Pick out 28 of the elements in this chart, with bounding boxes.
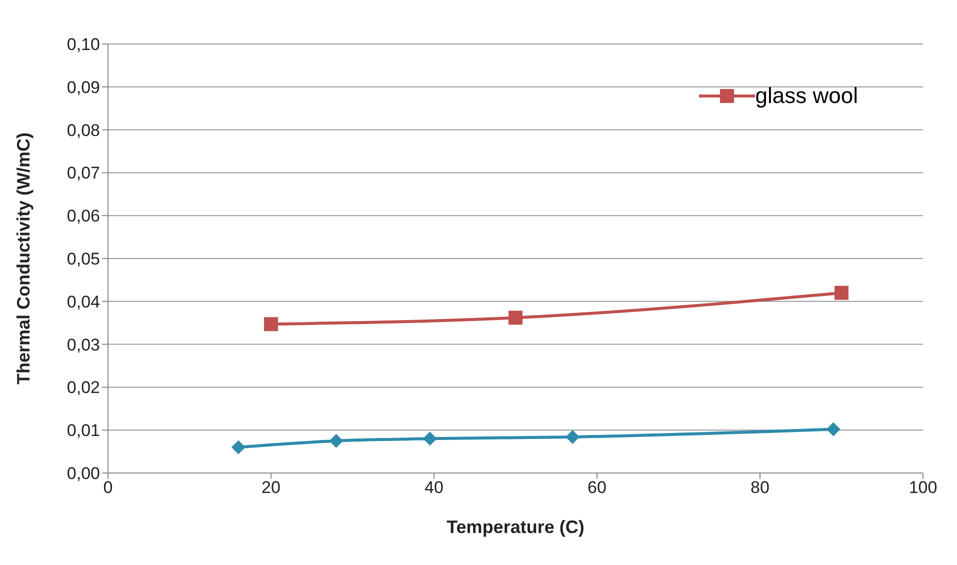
y-tick-label: 0,04 — [66, 292, 100, 312]
y-tick-label: 0,02 — [66, 378, 100, 398]
point — [826, 422, 840, 436]
point — [508, 310, 522, 325]
y-tick-label: 0,09 — [66, 78, 100, 97]
y-tick-label: 0,01 — [66, 421, 100, 440]
point — [329, 434, 344, 448]
point — [834, 286, 848, 300]
x-tick-label: 20 — [262, 478, 280, 498]
y-tick-label: 0,08 — [66, 120, 100, 140]
point — [566, 430, 580, 444]
x-tick-label: 100 — [908, 478, 938, 498]
point — [264, 317, 278, 332]
y-tick-label: 0,06 — [66, 206, 100, 226]
x-axis-title: Temperature (C) — [446, 517, 584, 537]
y-axis-title: Thermal Conductivity (W/mC) — [13, 132, 34, 385]
y-tick-label: 0,07 — [66, 164, 100, 183]
x-tick-label: 0 — [103, 478, 113, 498]
x-tick-label: 80 — [750, 478, 770, 498]
x-tick-label: 40 — [424, 478, 444, 498]
y-tick-label: 0,03 — [66, 335, 100, 354]
y-tick-label: 0,10 — [66, 35, 100, 54]
y-tick-label: 0,05 — [66, 250, 100, 269]
y-tick-label: 0,00 — [66, 464, 100, 484]
point — [231, 440, 246, 454]
point — [422, 432, 437, 446]
legend-label: glass wool — [755, 83, 858, 109]
x-tick-label: 60 — [588, 478, 606, 498]
